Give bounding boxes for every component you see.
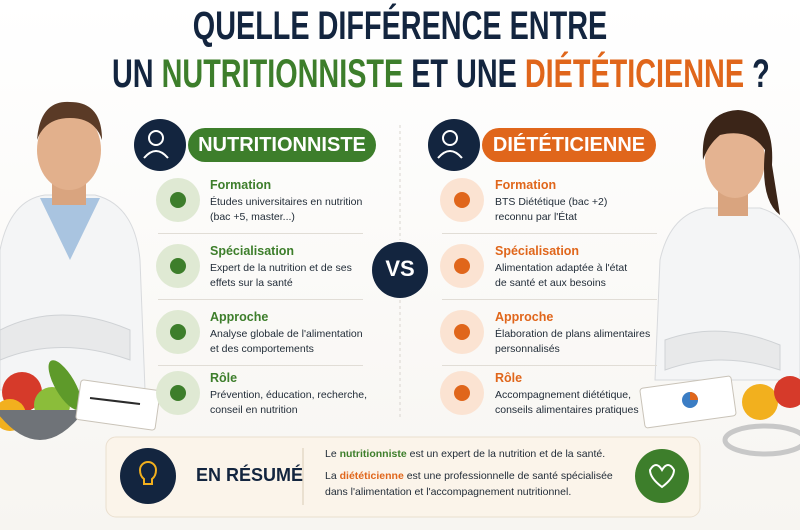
item-text: et des comportements (210, 343, 314, 355)
header-pill: NUTRITIONNISTE (188, 128, 376, 162)
item-title: Spécialisation (495, 244, 580, 258)
item: Spécialisation Expert de la nutrition et … (210, 244, 352, 291)
title-part: NUTRITIONNISTE (161, 52, 404, 96)
item-text: Études universitaires en nutrition (210, 196, 363, 208)
item-text: Élaboration de plans alimentaires (495, 328, 651, 340)
item-text: Expert de la nutrition et de ses (210, 262, 352, 274)
item-icon (454, 192, 470, 208)
summary-line: dans l'alimentation et l'accompagnement … (325, 486, 572, 498)
item-title: Rôle (210, 371, 238, 385)
item: Approche Analyse globale de l'alimentatio… (210, 310, 363, 357)
vs-label: VS (385, 256, 415, 281)
item-text: personnalisés (495, 343, 560, 355)
item-title: Approche (210, 310, 269, 324)
item: Formation Études universitaires en nutrit… (210, 178, 362, 225)
item-text: (bac +5, master...) (210, 211, 295, 223)
item-icon (170, 192, 186, 208)
title-part: UN (112, 52, 154, 96)
item-text: Prévention, éducation, recherche, (210, 389, 368, 401)
title-line: QUELLE DIFFÉRENCE ENTRE (192, 4, 608, 48)
separator (442, 233, 657, 234)
summary-title: EN RÉSUMÉ (196, 465, 304, 485)
item-icon (170, 258, 186, 274)
summary-text: est un expert de la nutrition et de la s… (409, 448, 606, 460)
item-title: Formation (210, 178, 272, 192)
item: Formation BTS Diététique (bac +2) reconnu … (495, 178, 607, 225)
summary-text: La (325, 470, 337, 482)
summary-line: Le nutritionniste est un expert de la nu… (325, 448, 605, 460)
item-title: Formation (495, 178, 557, 192)
header-pill: DIÉTÉTICIENNE (482, 128, 656, 162)
summary-text: Le (325, 448, 337, 460)
item-text: Analyse globale de l'alimentation (210, 328, 363, 340)
item-title: Approche (495, 310, 554, 324)
title-part: ET UNE (411, 52, 517, 96)
item-text: Accompagnement diététique, (495, 389, 632, 401)
summary-text: est une professionnelle de santé spécial… (406, 470, 613, 482)
item: Spécialisation Alimentation adaptée à l'é… (495, 244, 627, 291)
title-part: DIÉTÉTICIENNE (524, 52, 745, 96)
separator (442, 365, 657, 366)
separator (158, 365, 363, 366)
title-part: ? (752, 52, 770, 96)
item-text: de santé et aux besoins (495, 277, 606, 289)
item-title: Rôle (495, 371, 523, 385)
separator (158, 299, 363, 300)
item: Rôle Accompagnement diététique, conseils a… (495, 371, 639, 418)
item-text: Alimentation adaptée à l'état (495, 262, 628, 274)
item: Rôle Prévention, éducation, recherche, con… (210, 371, 367, 418)
item-icon (170, 324, 186, 340)
item-text: BTS Diététique (bac +2) (495, 196, 608, 208)
summary-line: La diététicienne est une professionnelle… (325, 470, 613, 482)
item-icon (454, 324, 470, 340)
separator (158, 233, 363, 234)
item: Approche Élaboration de plans alimentaire… (495, 310, 650, 357)
title-line: UN NUTRITIONNISTE ET UNE DIÉTÉTICIENNE ? (112, 52, 770, 97)
item-icon (454, 385, 470, 401)
separator (442, 299, 657, 300)
summary-highlight: diététicienne (339, 470, 404, 482)
item-text: conseils alimentaires pratiques (495, 404, 639, 416)
item-title: Spécialisation (210, 244, 295, 258)
item-icon (454, 258, 470, 274)
item-text: reconnu par l'État (495, 211, 577, 223)
item-icon (170, 385, 186, 401)
item-text: effets sur la santé (210, 277, 293, 289)
item-text: conseil en nutrition (210, 404, 298, 416)
summary-highlight: nutritionniste (339, 448, 407, 460)
